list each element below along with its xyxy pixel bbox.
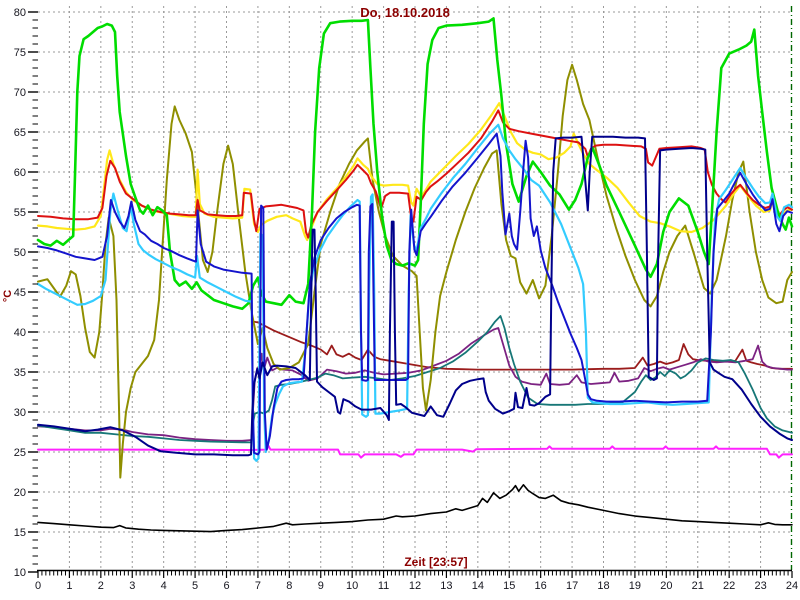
y-axis-label: °C <box>2 290 14 302</box>
x-tick-label: 13 <box>440 580 452 592</box>
x-tick-label: 6 <box>223 580 229 592</box>
y-tick-label: 70 <box>14 87 26 99</box>
x-axis-label: Zeit [23:57] <box>404 555 467 569</box>
x-tick-label: 19 <box>629 580 641 592</box>
x-tick-label: 21 <box>692 580 704 592</box>
y-tick-label: 80 <box>14 7 26 19</box>
x-tick-label: 3 <box>129 580 135 592</box>
y-tick-label: 10 <box>14 567 26 579</box>
x-tick-label: 1 <box>66 580 72 592</box>
y-tick-label: 60 <box>14 167 26 179</box>
y-tick-label: 15 <box>14 527 26 539</box>
x-tick-label: 22 <box>723 580 735 592</box>
axes: 0 1 2 3 4 5 6 7 8 9 10 11 12 13 14 15 16 17 18 19 20 21 22 23 24… <box>14 7 798 592</box>
y-tick-label: 30 <box>14 407 26 419</box>
x-tick-label: 17 <box>566 580 578 592</box>
x-tick-label: 10 <box>346 580 358 592</box>
x-tick-label: 15 <box>503 580 515 592</box>
series-pump-state-navy <box>37 135 793 457</box>
series-flue-gas-green <box>36 17 794 311</box>
x-tick-label: 8 <box>286 580 292 592</box>
x-tick-label: 23 <box>754 580 766 592</box>
x-tick-label: 14 <box>472 580 484 592</box>
x-tick-label: 4 <box>161 580 167 592</box>
series-buffer-bottom-teal <box>37 315 793 444</box>
x-tick-label: 24 <box>786 580 798 592</box>
y-tick-label: 55 <box>14 207 26 219</box>
y-tick-label: 45 <box>14 287 26 299</box>
y-tick-label: 50 <box>14 247 26 259</box>
y-tick-label: 75 <box>14 47 26 59</box>
y-tick-label: 65 <box>14 127 26 139</box>
x-tick-label: 12 <box>409 580 421 592</box>
x-tick-label: 0 <box>35 580 41 592</box>
x-tick-label: 16 <box>535 580 547 592</box>
series-room-purple <box>37 327 793 442</box>
series-buffer-mid-blue <box>37 132 793 456</box>
x-tick-label: 18 <box>597 580 609 592</box>
x-tick-label: 9 <box>318 580 324 592</box>
data-series <box>36 17 794 533</box>
y-tick-label: 20 <box>14 487 26 499</box>
series-setpoint-magenta <box>37 444 793 459</box>
y-tick-label: 35 <box>14 367 26 379</box>
y-tick-label: 25 <box>14 447 26 459</box>
grid-lines <box>38 6 793 570</box>
x-tick-label: 2 <box>98 580 104 592</box>
x-tick-label: 20 <box>660 580 672 592</box>
x-tick-label: 7 <box>255 580 261 592</box>
x-tick-label: 11 <box>378 580 389 592</box>
series-outdoor-black <box>37 483 793 533</box>
series-boiler-flow-red <box>37 109 793 239</box>
chart-title: Do, 18.10.2018 <box>360 5 450 20</box>
series-buffer-top-cyan <box>36 123 794 462</box>
y-tick-label: 40 <box>14 327 26 339</box>
x-tick-label: 5 <box>192 580 198 592</box>
